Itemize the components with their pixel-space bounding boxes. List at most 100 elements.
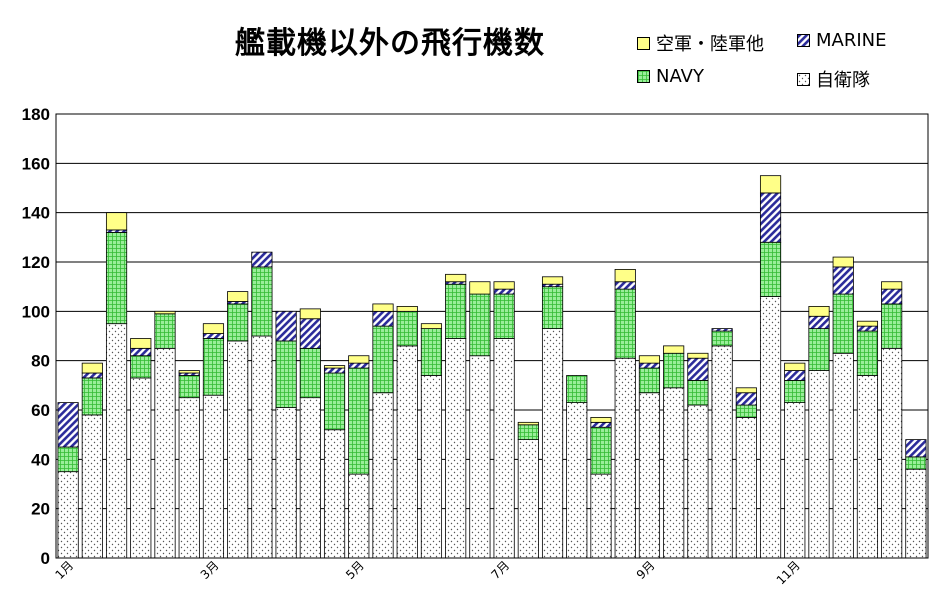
bar-marine <box>735 392 757 406</box>
legend-label-jsdf: 自衛隊 <box>816 70 870 91</box>
bar-af <box>154 310 176 315</box>
bar-navy <box>299 347 321 399</box>
bar-navy <box>348 367 370 475</box>
x-axis-ticks: 1月 3月 5月 7月 9月 11月 <box>52 558 802 587</box>
bar-jsdf <box>323 429 346 559</box>
bar-marine <box>81 372 103 379</box>
bar-navy <box>759 241 782 297</box>
bar-jsdf <box>469 355 491 559</box>
bar-navy <box>832 293 854 354</box>
bar-af <box>105 212 128 231</box>
bar-af <box>856 320 879 327</box>
bar-jsdf <box>130 377 152 559</box>
chart-title: 艦載機以外の飛行機数 <box>235 26 545 61</box>
bar-navy <box>541 286 564 329</box>
x-tick-label: 11月 <box>774 558 803 587</box>
bar-marine <box>832 266 854 295</box>
bar-navy <box>566 375 588 404</box>
bar-navy <box>275 340 297 408</box>
bar-navy <box>638 367 661 394</box>
legend-swatch-af <box>637 36 650 50</box>
bar-marine <box>493 288 515 295</box>
bar-navy <box>323 372 346 431</box>
bar-navy <box>735 404 757 418</box>
bar-navy <box>154 313 176 349</box>
bar-af <box>420 323 443 329</box>
bar-navy <box>905 456 927 470</box>
bar-jsdf <box>735 416 757 559</box>
bar-af <box>372 303 394 312</box>
bar-af <box>687 352 709 359</box>
bar-jsdf <box>784 402 806 559</box>
bar-jsdf <box>420 375 443 559</box>
legend-label-af: 空軍・陸軍他 <box>656 34 764 55</box>
bar-marine <box>856 325 879 332</box>
bar-af <box>81 362 103 374</box>
y-tick-label: 160 <box>22 154 50 173</box>
bar-navy <box>372 325 394 394</box>
bar-marine <box>759 192 782 243</box>
bar-marine <box>202 333 225 339</box>
bar-af <box>396 305 418 312</box>
bar-jsdf <box>759 296 782 559</box>
bar-jsdf <box>808 370 830 559</box>
bar-jsdf <box>663 387 685 559</box>
bar-navy <box>396 310 418 347</box>
bar-navy <box>517 424 539 440</box>
bar-af <box>541 276 564 285</box>
bar-navy <box>808 328 830 371</box>
bar-jsdf <box>396 345 418 559</box>
x-tick-label: 5月 <box>343 558 367 582</box>
x-tick-label: 7月 <box>488 558 512 582</box>
bar-navy <box>105 231 128 325</box>
bar-af <box>881 281 903 290</box>
bar-navy <box>493 293 515 339</box>
legend-item-navy: NAVY <box>637 66 704 87</box>
bar-marine <box>881 288 903 305</box>
bar-navy <box>663 352 685 389</box>
bar-navy <box>614 288 636 359</box>
bar-marine <box>372 310 394 327</box>
bar-af <box>735 387 757 394</box>
bar-jsdf <box>57 471 79 559</box>
bar-jsdf <box>251 335 273 559</box>
bar-marine <box>348 362 370 369</box>
bar-af <box>784 362 806 371</box>
bar-marine <box>638 362 661 369</box>
bar-jsdf <box>541 328 564 559</box>
legend-swatch-marine <box>797 34 810 47</box>
bar-af <box>614 268 636 283</box>
bar-jsdf <box>299 397 321 559</box>
bar-af <box>202 323 225 334</box>
bar-af <box>469 281 491 295</box>
bar-navy <box>57 446 79 473</box>
bar-jsdf <box>590 473 612 559</box>
bar-navy <box>445 283 467 339</box>
bar-jsdf <box>445 338 467 559</box>
bar-jsdf <box>105 323 128 559</box>
bar-jsdf <box>905 468 927 559</box>
bar-jsdf <box>856 375 879 559</box>
legend-item-af: 空軍・陸軍他 <box>637 30 764 56</box>
bar-af <box>517 421 539 426</box>
bar-marine <box>784 370 806 381</box>
y-tick-label: 180 <box>22 105 50 124</box>
bar-marine <box>57 402 79 448</box>
y-axis-ticks: 0 20 40 60 80 100 120 140 160 180 <box>22 105 50 568</box>
bar-jsdf <box>687 404 709 559</box>
bar-af <box>832 256 854 268</box>
bar-af <box>590 416 612 423</box>
y-tick-label: 120 <box>22 253 50 272</box>
x-tick-label: 3月 <box>198 558 222 582</box>
x-tick-label: 9月 <box>634 558 658 582</box>
bar-marine <box>808 315 830 329</box>
bar-af <box>299 308 321 320</box>
bar-navy <box>130 355 152 379</box>
bar-jsdf <box>81 414 103 559</box>
bar-jsdf <box>275 407 297 559</box>
bar-jsdf <box>154 347 176 559</box>
bar-jsdf <box>832 352 854 559</box>
y-tick-label: 100 <box>22 302 50 321</box>
bar-navy <box>251 266 273 337</box>
